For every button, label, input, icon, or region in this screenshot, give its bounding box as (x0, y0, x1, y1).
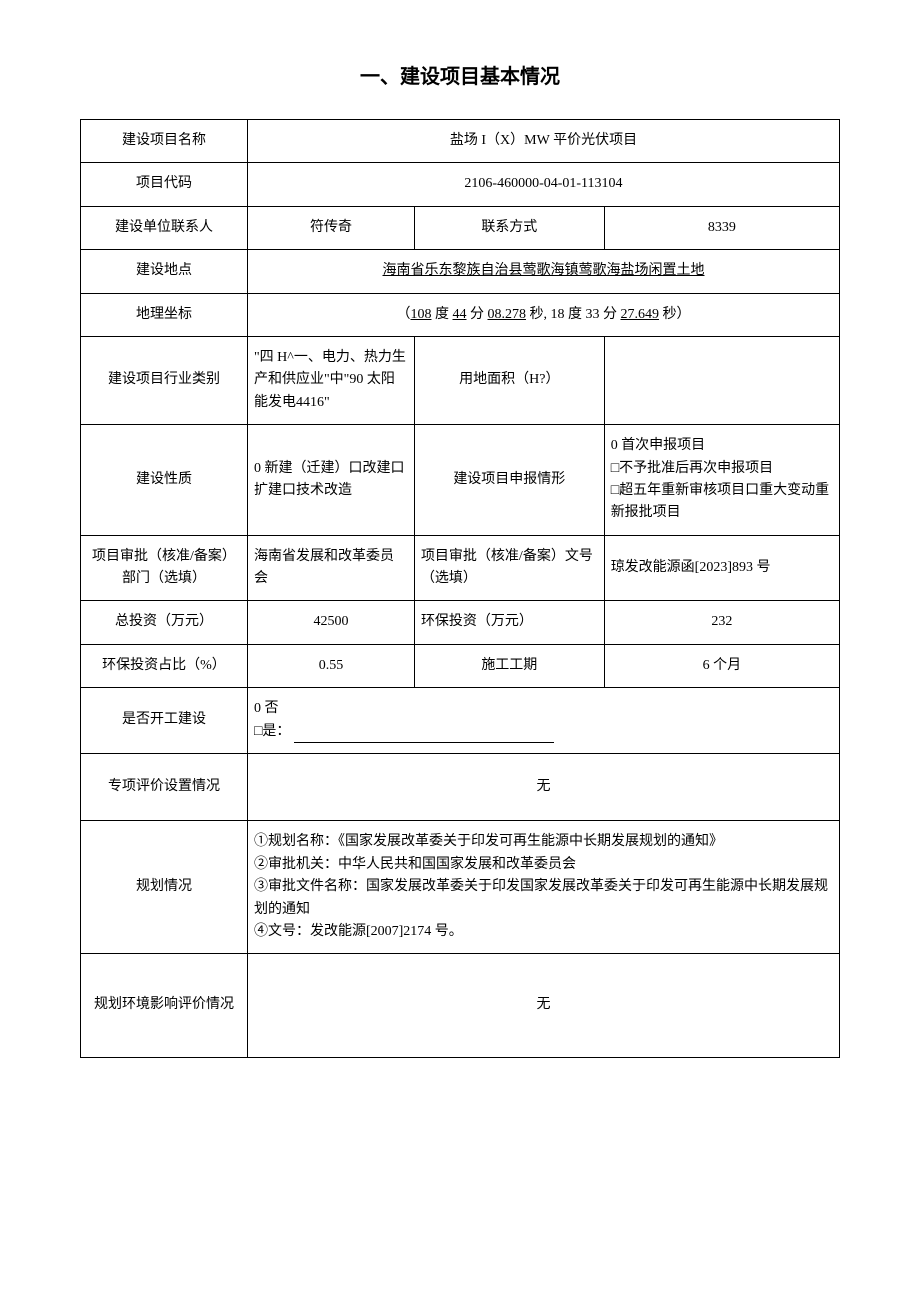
duration-value: 6 个月 (604, 644, 839, 687)
table-row: 规划环境影响评价情况 无 (81, 954, 840, 1057)
table-row: 建设单位联系人 符传奇 联系方式 8339 (81, 206, 840, 249)
section-title: 一、建设项目基本情况 (80, 60, 840, 89)
contact-method-label: 联系方式 (414, 206, 604, 249)
approval-dept-label: 项目审批（核准/备案）部门（选填） (81, 535, 248, 601)
project-code-label: 项目代码 (81, 163, 248, 206)
nature-value: 0 新建（迁建）口改建口扩建口技术改造 (247, 425, 414, 536)
total-invest-label: 总投资（万元） (81, 601, 248, 644)
plan-env-label: 规划环境影响评价情况 (81, 954, 248, 1057)
declare-value: 0 首次申报项目 □不予批准后再次申报项目 □超五年重新审核项目口重大变动重新报… (604, 425, 839, 536)
env-invest-label: 环保投资（万元） (414, 601, 604, 644)
special-eval-label: 专项评价设置情况 (81, 754, 248, 821)
table-row: 建设性质 0 新建（迁建）口改建口扩建口技术改造 建设项目申报情形 0 首次申报… (81, 425, 840, 536)
approval-no-label: 项目审批（核准/备案）文号（选填） (414, 535, 604, 601)
table-row: 地理坐标 （108 度 44 分 08.278 秒, 18 度 33 分 27.… (81, 293, 840, 336)
coords-value: （108 度 44 分 08.278 秒, 18 度 33 分 27.649 秒… (247, 293, 839, 336)
table-row: 项目代码 2106-460000-04-01-113104 (81, 163, 840, 206)
project-name-value: 盐场 I（X）MW 平价光伏项目 (247, 120, 839, 163)
contact-method-value: 8339 (604, 206, 839, 249)
env-ratio-label: 环保投资占比（%） (81, 644, 248, 687)
project-name-label: 建设项目名称 (81, 120, 248, 163)
table-row: 环保投资占比（%） 0.55 施工工期 6 个月 (81, 644, 840, 687)
declare-label: 建设项目申报情形 (414, 425, 604, 536)
duration-label: 施工工期 (414, 644, 604, 687)
table-row: 建设地点 海南省乐东黎族自治县莺歌海镇莺歌海盐场闲置土地 (81, 250, 840, 293)
table-row: 规划情况 ①规划名称：《国家发展改革委关于印发可再生能源中长期发展规划的通知》 … (81, 821, 840, 954)
table-row: 项目审批（核准/备案）部门（选填） 海南省发展和改革委员会 项目审批（核准/备案… (81, 535, 840, 601)
table-row: 专项评价设置情况 无 (81, 754, 840, 821)
planning-value: ①规划名称：《国家发展改革委关于印发可再生能源中长期发展规划的通知》 ②审批机关… (247, 821, 839, 954)
total-invest-value: 42500 (247, 601, 414, 644)
planning-label: 规划情况 (81, 821, 248, 954)
contact-person-label: 建设单位联系人 (81, 206, 248, 249)
approval-no-value: 琼发改能源函[2023]893 号 (604, 535, 839, 601)
table-row: 建设项目行业类别 "四 H^一、电力、热力生产和供应业"中"90 太阳能发电44… (81, 336, 840, 424)
location-label: 建设地点 (81, 250, 248, 293)
env-ratio-value: 0.55 (247, 644, 414, 687)
plan-env-value: 无 (247, 954, 839, 1057)
land-area-label: 用地面积（H?） (414, 336, 604, 424)
project-code-value: 2106-460000-04-01-113104 (247, 163, 839, 206)
industry-label: 建设项目行业类别 (81, 336, 248, 424)
special-eval-value: 无 (247, 754, 839, 821)
started-label: 是否开工建设 (81, 688, 248, 754)
location-value: 海南省乐东黎族自治县莺歌海镇莺歌海盐场闲置土地 (247, 250, 839, 293)
nature-label: 建设性质 (81, 425, 248, 536)
table-row: 是否开工建设 0 否 □是： (81, 688, 840, 754)
table-row: 总投资（万元） 42500 环保投资（万元） 232 (81, 601, 840, 644)
table-row: 建设项目名称 盐场 I（X）MW 平价光伏项目 (81, 120, 840, 163)
land-area-value (604, 336, 839, 424)
env-invest-value: 232 (604, 601, 839, 644)
industry-value: "四 H^一、电力、热力生产和供应业"中"90 太阳能发电4416" (247, 336, 414, 424)
coords-label: 地理坐标 (81, 293, 248, 336)
project-info-table: 建设项目名称 盐场 I（X）MW 平价光伏项目 项目代码 2106-460000… (80, 119, 840, 1058)
approval-dept-value: 海南省发展和改革委员会 (247, 535, 414, 601)
started-value: 0 否 □是： (247, 688, 839, 754)
contact-person-value: 符传奇 (247, 206, 414, 249)
